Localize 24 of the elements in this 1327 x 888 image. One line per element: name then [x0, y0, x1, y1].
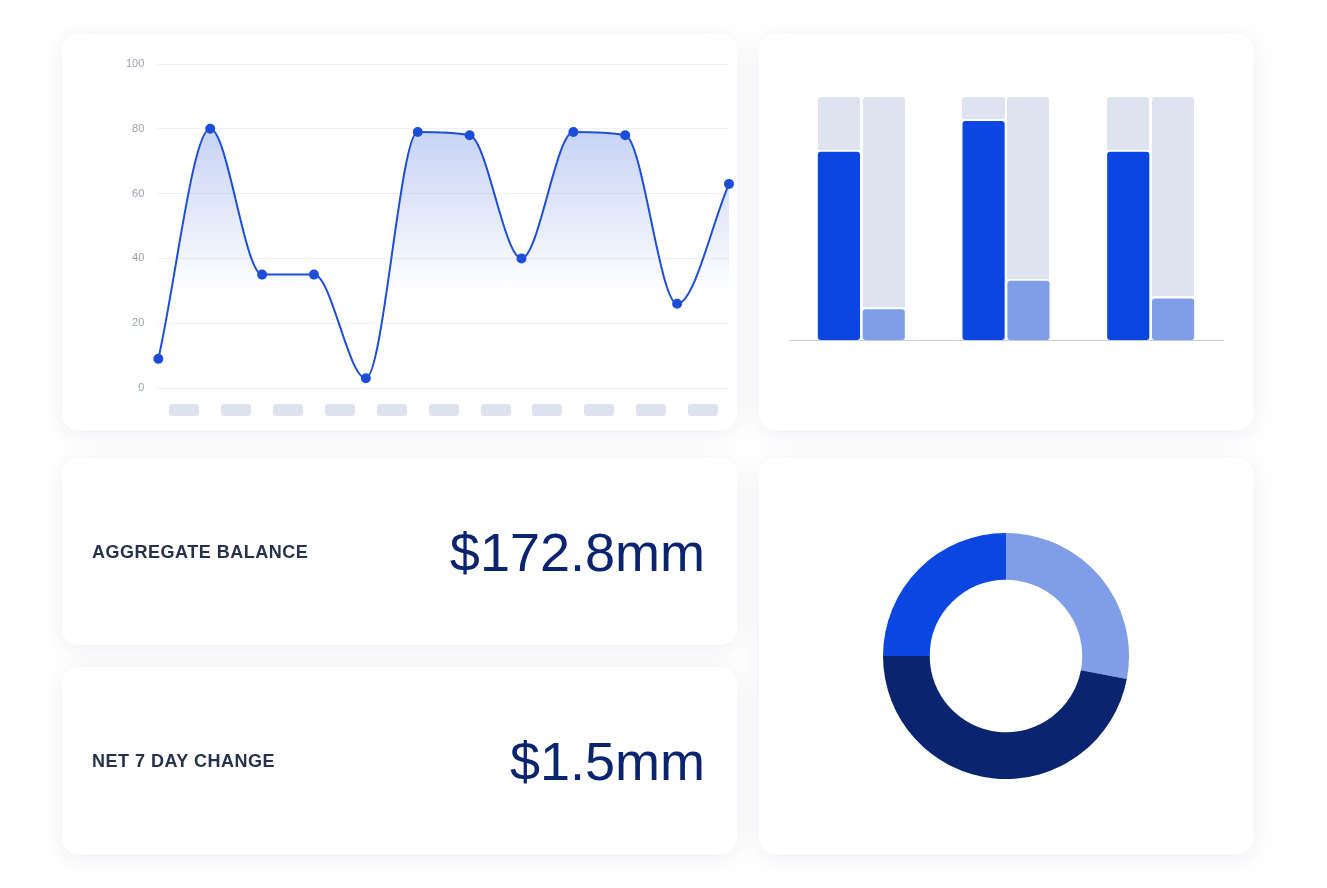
text: AGGREGATE BALANCE: [92, 541, 309, 562]
y-tick-label: 0: [138, 381, 145, 394]
point: [568, 127, 579, 138]
text: NET 7 DAY CHANGE: [92, 750, 276, 771]
point: [257, 269, 268, 280]
point: [412, 127, 423, 138]
y-tick-label: 20: [132, 316, 145, 329]
point: [620, 130, 631, 141]
y-tick-label: 100: [125, 57, 145, 70]
point: [724, 178, 734, 189]
point: [360, 373, 371, 384]
point: [205, 123, 216, 134]
text: $1.5mm: [509, 729, 705, 792]
y-tick-label: 40: [132, 251, 145, 264]
point: [308, 269, 319, 280]
point: [516, 253, 527, 264]
text: $172.8mm: [449, 520, 705, 583]
point: [464, 130, 475, 141]
bar: [862, 309, 905, 340]
point: [153, 353, 164, 364]
y-tick-label: 60: [132, 186, 145, 199]
y-tick-label: 80: [132, 121, 145, 134]
point: [672, 298, 683, 309]
bar: [1152, 298, 1195, 340]
